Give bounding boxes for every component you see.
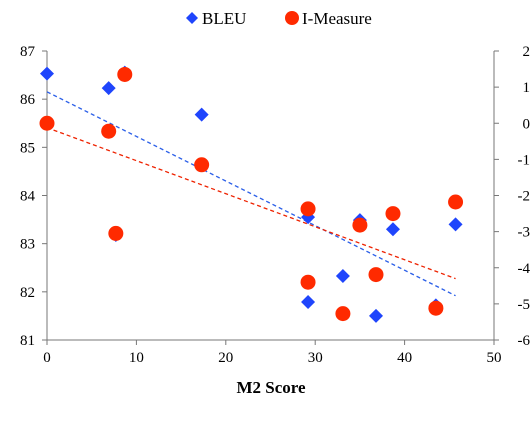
- y-tick-label: 82: [20, 285, 35, 301]
- point-i-measure: [101, 123, 117, 139]
- y2-tick-label: 2: [523, 44, 530, 60]
- legend: BLEU I-Measure: [186, 9, 372, 28]
- x-tick-label: 50: [487, 350, 502, 366]
- point-i-measure: [300, 201, 316, 217]
- y2-tick-label: 1: [523, 80, 530, 96]
- y2-tick-label: -6: [518, 333, 530, 349]
- point-bleu: [101, 81, 116, 96]
- y2-tick-label: -2: [518, 189, 530, 205]
- y2-tick-label: -4: [518, 261, 530, 277]
- y-tick-label: 84: [20, 189, 36, 205]
- point-i-measure: [428, 300, 444, 316]
- y2-tick-label: -1: [518, 152, 530, 168]
- x-tick-label: 10: [129, 350, 144, 366]
- trendline-i-measure: [46, 127, 456, 280]
- point-bleu: [40, 66, 54, 81]
- legend-label-bleu: BLEU: [202, 9, 246, 28]
- point-i-measure: [300, 274, 316, 290]
- point-bleu: [368, 308, 383, 323]
- legend-marker-bleu: [186, 12, 198, 24]
- point-i-measure: [335, 306, 351, 322]
- point-i-measure: [117, 66, 133, 82]
- point-i-measure: [368, 267, 384, 283]
- legend-marker-i-measure: [285, 11, 299, 25]
- x-tick-label: 20: [218, 350, 233, 366]
- x-tick-label: 30: [308, 350, 323, 366]
- legend-label-i-measure: I-Measure: [302, 9, 372, 28]
- x-axis-title: M2 Score: [236, 378, 306, 397]
- trendlines: [46, 91, 456, 297]
- data-marks: [39, 65, 464, 323]
- y2-tick-label: -3: [518, 225, 530, 241]
- point-i-measure: [39, 115, 55, 131]
- point-bleu: [335, 268, 350, 283]
- point-i-measure: [352, 217, 368, 233]
- point-i-measure: [194, 157, 210, 173]
- axes: 0 10 20 30 40 50 81 82 83 84 85 86 87 -6 -5 -4 -3 -2 -1 0 1 2: [20, 44, 530, 366]
- x-tick-label: 0: [43, 350, 51, 366]
- y-tick-label: 87: [20, 44, 36, 60]
- y-tick-label: 85: [20, 140, 35, 156]
- point-bleu: [448, 217, 463, 232]
- y2-tick-label: 0: [523, 116, 530, 132]
- point-i-measure: [108, 225, 124, 241]
- trendline-bleu: [46, 91, 456, 297]
- y2-tick-label: -5: [518, 297, 530, 313]
- x-tick-label: 40: [397, 350, 412, 366]
- y-tick-label: 86: [20, 92, 36, 108]
- point-bleu: [301, 294, 316, 309]
- point-i-measure: [448, 194, 464, 210]
- point-bleu: [385, 222, 400, 237]
- y-tick-label: 83: [20, 237, 35, 253]
- point-i-measure: [385, 206, 401, 222]
- y-tick-label: 81: [20, 333, 35, 349]
- point-bleu: [194, 107, 209, 122]
